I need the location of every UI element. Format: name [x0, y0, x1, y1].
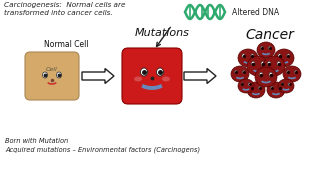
Ellipse shape [278, 54, 281, 58]
Ellipse shape [287, 54, 290, 58]
Ellipse shape [259, 86, 261, 90]
FancyBboxPatch shape [25, 52, 79, 100]
Ellipse shape [255, 67, 277, 87]
Text: Mutations: Mutations [135, 28, 189, 38]
Ellipse shape [274, 49, 294, 67]
Ellipse shape [252, 61, 255, 66]
Ellipse shape [251, 86, 253, 90]
Ellipse shape [288, 83, 291, 86]
Ellipse shape [162, 76, 170, 82]
FancyBboxPatch shape [122, 48, 182, 104]
Ellipse shape [294, 70, 297, 74]
Ellipse shape [140, 68, 148, 76]
Ellipse shape [281, 83, 284, 86]
Ellipse shape [277, 61, 281, 66]
FancyArrow shape [82, 69, 114, 84]
Ellipse shape [243, 70, 245, 74]
Ellipse shape [134, 76, 142, 82]
Ellipse shape [247, 56, 269, 76]
Text: Cancer: Cancer [245, 28, 294, 42]
Ellipse shape [231, 66, 249, 82]
Ellipse shape [247, 82, 265, 98]
Text: Altered DNA: Altered DNA [232, 8, 279, 17]
Ellipse shape [241, 83, 244, 86]
Ellipse shape [283, 66, 301, 82]
Text: Acquired mutations – Environmental factors (Carcinogens): Acquired mutations – Environmental facto… [5, 146, 200, 153]
Ellipse shape [156, 68, 164, 76]
Ellipse shape [248, 83, 251, 86]
Ellipse shape [263, 56, 285, 76]
Ellipse shape [57, 72, 61, 78]
Text: Normal Cell: Normal Cell [44, 40, 89, 49]
Ellipse shape [260, 46, 263, 50]
Ellipse shape [260, 72, 263, 77]
Ellipse shape [287, 70, 290, 74]
Ellipse shape [257, 42, 275, 58]
Ellipse shape [268, 46, 271, 50]
Ellipse shape [251, 54, 254, 58]
Ellipse shape [242, 54, 245, 58]
Ellipse shape [278, 86, 281, 90]
Text: transformed into cancer cells.: transformed into cancer cells. [4, 10, 113, 16]
Ellipse shape [267, 82, 285, 98]
Ellipse shape [269, 72, 273, 77]
FancyArrow shape [184, 69, 216, 84]
Text: Born with Mutation: Born with Mutation [5, 138, 68, 144]
Text: Carcinogenesis:  Normal cells are: Carcinogenesis: Normal cells are [4, 2, 125, 8]
Ellipse shape [268, 61, 271, 66]
Ellipse shape [278, 79, 294, 93]
Ellipse shape [238, 79, 254, 93]
Ellipse shape [271, 86, 274, 90]
Ellipse shape [43, 72, 47, 78]
Ellipse shape [261, 61, 265, 66]
Text: Cell: Cell [46, 66, 58, 71]
Ellipse shape [235, 70, 237, 74]
Ellipse shape [238, 49, 258, 67]
